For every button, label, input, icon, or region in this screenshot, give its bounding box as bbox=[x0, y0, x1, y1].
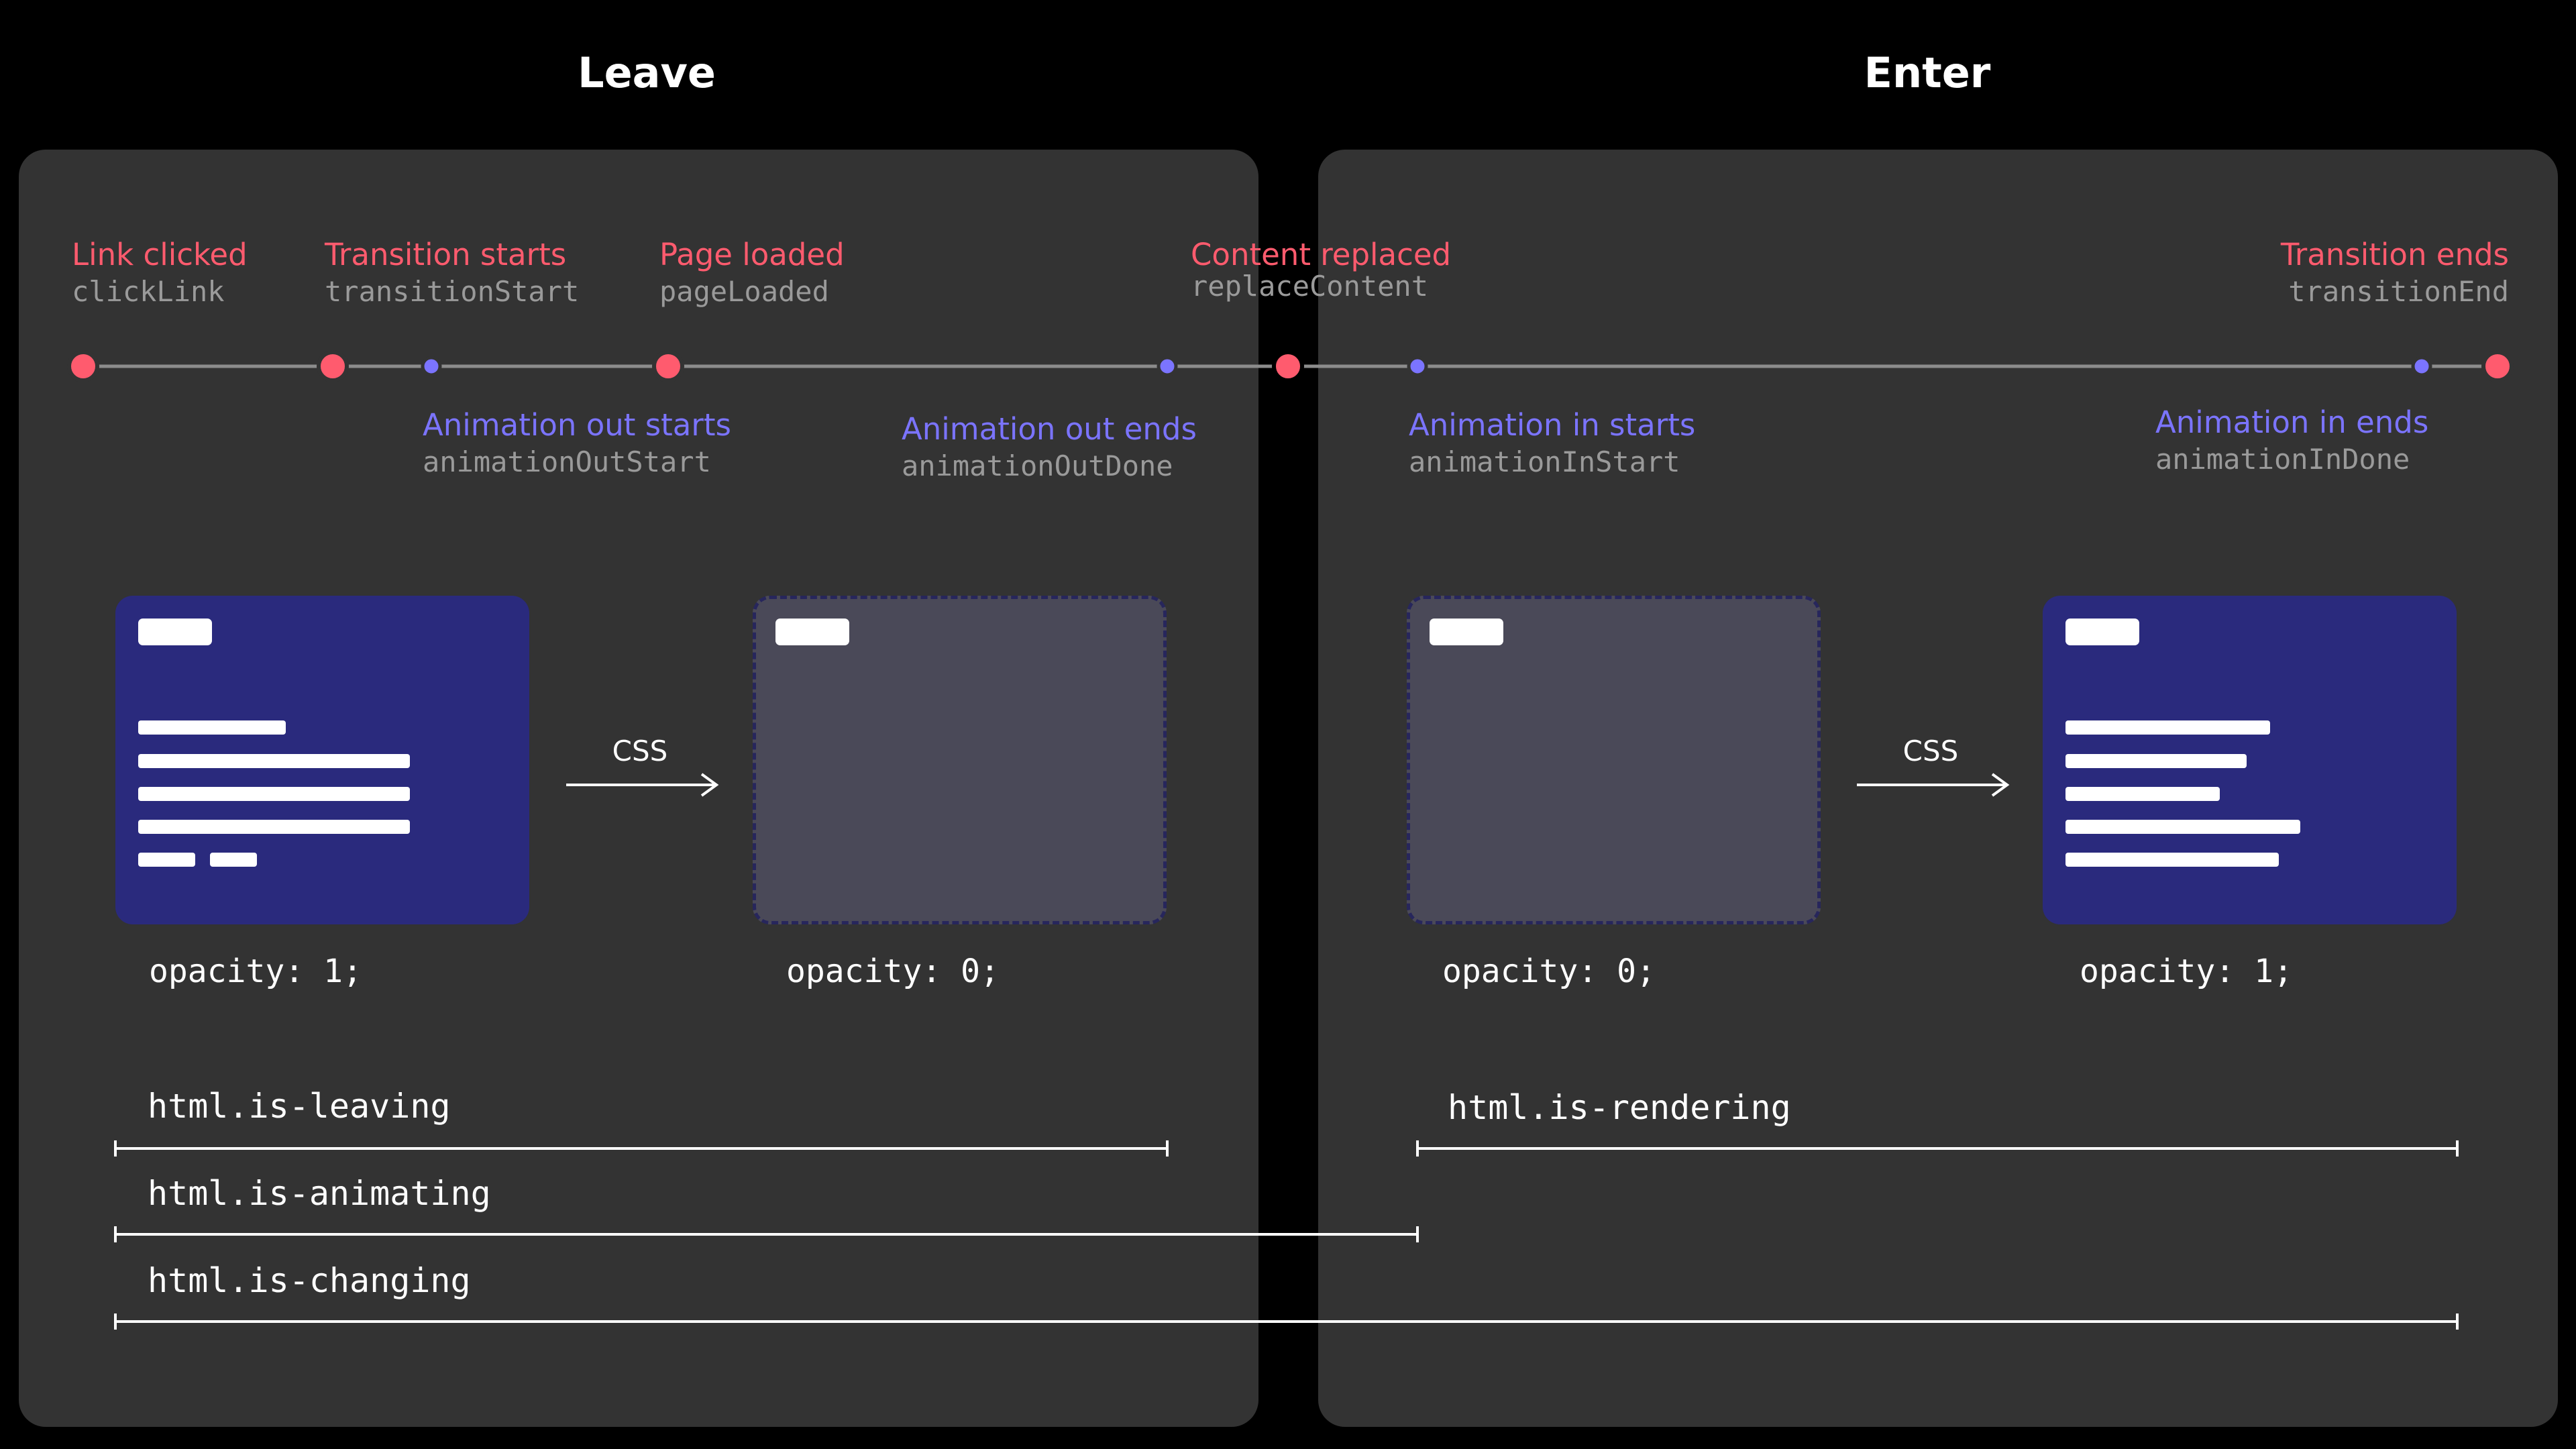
event-code: pageLoaded bbox=[659, 275, 829, 308]
range-is-animating bbox=[114, 1226, 1419, 1242]
opacity-label: opacity: 1; bbox=[2080, 953, 2293, 990]
anim-title: Animation out starts bbox=[423, 407, 731, 443]
event-title: Transition ends bbox=[2280, 237, 2509, 272]
page-text-bar bbox=[2065, 787, 2220, 801]
anim-title: Animation in ends bbox=[2155, 405, 2429, 440]
event-transition-starts: Transition starts transitionStart bbox=[325, 236, 579, 310]
anim-code: animationOutStart bbox=[423, 445, 711, 478]
opacity-label: opacity: 0; bbox=[1442, 953, 1656, 990]
anim-title: Animation out ends bbox=[902, 411, 1197, 447]
dot-page-loaded bbox=[652, 350, 684, 382]
range-is-rendering bbox=[1416, 1140, 2459, 1157]
page-visible-leave bbox=[115, 596, 529, 924]
range-label-is-changing: html.is-changing bbox=[148, 1261, 471, 1300]
page-hidden-leave bbox=[753, 596, 1167, 924]
anim-out-starts: Animation out starts animationOutStart bbox=[423, 407, 731, 480]
range-label-is-leaving: html.is-leaving bbox=[148, 1087, 451, 1126]
anim-code: animationInDone bbox=[2155, 443, 2410, 476]
page-header-bar bbox=[775, 619, 849, 645]
event-link-clicked: Link clicked clickLink bbox=[72, 236, 248, 310]
css-label: CSS bbox=[1902, 735, 1959, 767]
event-title: Page loaded bbox=[659, 237, 845, 272]
css-label: CSS bbox=[612, 735, 668, 767]
range-is-changing bbox=[114, 1313, 2459, 1330]
page-text-bar bbox=[138, 820, 410, 834]
page-text-bar bbox=[2065, 754, 2247, 768]
page-text-bar bbox=[2065, 853, 2279, 867]
event-page-loaded: Page loaded pageLoaded bbox=[659, 236, 845, 310]
anim-in-starts: Animation in starts animationInStart bbox=[1409, 407, 1695, 480]
anim-title: Animation in starts bbox=[1409, 407, 1696, 443]
page-text-bar bbox=[138, 853, 195, 867]
event-code: transitionEnd bbox=[2288, 275, 2509, 308]
page-text-bar bbox=[2065, 820, 2300, 834]
page-text-bar bbox=[210, 853, 257, 867]
event-title: Link clicked bbox=[72, 237, 248, 272]
event-title: Transition starts bbox=[325, 237, 567, 272]
page-header-bar bbox=[2065, 619, 2139, 645]
opacity-label: opacity: 1; bbox=[149, 953, 362, 990]
page-text-bar bbox=[138, 720, 286, 735]
opacity-label: opacity: 0; bbox=[786, 953, 1000, 990]
event-code: transitionStart bbox=[325, 275, 580, 308]
enter-title: Enter bbox=[1864, 48, 1991, 97]
page-text-bar bbox=[138, 787, 410, 801]
anim-code: animationOutDone bbox=[902, 449, 1173, 482]
page-visible-enter bbox=[2043, 596, 2457, 924]
arrow-icon bbox=[566, 773, 719, 797]
page-header-bar bbox=[1430, 619, 1503, 645]
dot-animation-in-starts bbox=[1407, 356, 1428, 377]
dot-content-replaced bbox=[1272, 350, 1304, 382]
page-text-bar bbox=[138, 754, 410, 768]
dot-link-clicked bbox=[67, 350, 99, 382]
event-code: clickLink bbox=[72, 275, 225, 308]
dot-transition-starts bbox=[317, 350, 349, 382]
page-hidden-enter bbox=[1407, 596, 1821, 924]
page-text-bar bbox=[2065, 720, 2270, 735]
range-label-is-animating: html.is-animating bbox=[148, 1174, 491, 1213]
range-label-is-rendering: html.is-rendering bbox=[1448, 1088, 1791, 1127]
anim-out-ends: Animation out ends animationOutDone bbox=[902, 411, 1197, 484]
dot-transition-ends bbox=[2481, 350, 2514, 382]
range-is-leaving bbox=[114, 1140, 1169, 1157]
page-header-bar bbox=[138, 619, 212, 645]
dot-animation-out-starts bbox=[421, 356, 442, 377]
anim-code: animationInStart bbox=[1409, 445, 1680, 478]
event-transition-ends: Transition ends transitionEnd bbox=[2281, 236, 2509, 310]
dot-animation-in-ends bbox=[2411, 356, 2432, 377]
anim-in-ends: Animation in ends animationInDone bbox=[2155, 404, 2428, 478]
event-content-replaced: Content replaced replaceContent bbox=[1191, 236, 1451, 305]
arrow-icon bbox=[1857, 773, 2010, 797]
dot-animation-out-ends bbox=[1157, 356, 1178, 377]
leave-title: Leave bbox=[578, 48, 716, 97]
event-code: replaceContent bbox=[1191, 270, 1429, 303]
event-title: Content replaced bbox=[1191, 237, 1452, 272]
